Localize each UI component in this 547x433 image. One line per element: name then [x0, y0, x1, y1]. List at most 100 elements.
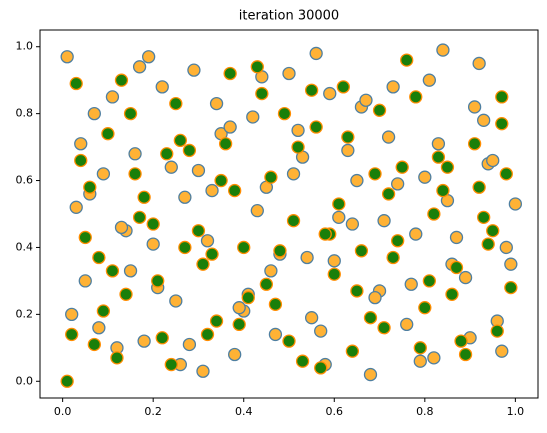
point — [232, 301, 246, 315]
point — [196, 257, 210, 271]
point — [409, 227, 423, 241]
axes-frame — [39, 29, 539, 399]
point — [436, 183, 450, 198]
point — [155, 80, 169, 94]
point — [327, 267, 341, 281]
point — [495, 90, 509, 104]
point — [495, 117, 509, 131]
point — [418, 170, 432, 184]
x-tick-label: 0.0 — [54, 405, 72, 418]
point — [228, 347, 242, 362]
point — [164, 357, 178, 372]
point — [454, 334, 468, 348]
point — [467, 137, 482, 151]
point — [92, 321, 106, 335]
point — [87, 106, 101, 121]
point — [504, 280, 518, 295]
point — [386, 250, 400, 265]
point — [146, 237, 160, 251]
point — [87, 337, 101, 352]
point — [436, 43, 450, 57]
point — [250, 204, 264, 218]
point — [78, 274, 92, 288]
point — [146, 217, 160, 231]
point — [60, 50, 74, 64]
point — [209, 96, 224, 111]
point — [114, 220, 129, 235]
point — [74, 137, 88, 151]
point — [345, 344, 360, 358]
point — [431, 137, 446, 151]
point — [132, 60, 147, 74]
point — [268, 297, 283, 311]
point — [65, 327, 79, 342]
point — [314, 361, 328, 375]
point — [151, 274, 165, 288]
point — [350, 284, 364, 298]
point — [182, 337, 197, 352]
point — [490, 324, 504, 338]
point — [83, 180, 97, 194]
point — [422, 73, 436, 87]
point — [250, 60, 264, 74]
point — [467, 100, 482, 114]
point — [114, 73, 129, 87]
point — [142, 50, 156, 64]
point — [209, 314, 224, 328]
point — [264, 170, 278, 184]
point — [205, 247, 219, 261]
point — [499, 240, 513, 255]
point — [314, 324, 328, 338]
y-tick-label: 0.4 — [16, 240, 34, 253]
point — [223, 66, 237, 81]
point — [119, 287, 133, 301]
point — [228, 183, 242, 198]
point — [309, 46, 323, 61]
point — [182, 143, 197, 158]
point — [246, 110, 260, 124]
point — [164, 160, 178, 174]
point — [336, 80, 350, 94]
point — [78, 230, 92, 245]
point — [377, 214, 391, 228]
x-tick-label: 0.4 — [235, 405, 253, 418]
point — [332, 210, 346, 224]
point — [431, 150, 446, 164]
y-tick-label: 0.8 — [16, 107, 34, 120]
point — [291, 123, 305, 138]
y-tick-label: 0.2 — [16, 307, 34, 320]
point — [92, 250, 106, 265]
point — [74, 153, 88, 168]
y-tick-label: 0.6 — [16, 174, 34, 187]
point — [449, 230, 464, 245]
point — [381, 187, 396, 201]
point — [422, 274, 436, 288]
point — [295, 354, 310, 368]
point — [205, 183, 219, 198]
point — [304, 83, 319, 97]
point — [60, 374, 74, 388]
point — [187, 63, 201, 77]
point — [200, 327, 215, 342]
point — [69, 200, 83, 214]
point — [286, 167, 301, 181]
point — [105, 90, 120, 104]
point — [486, 153, 500, 168]
point — [499, 167, 513, 181]
point — [332, 197, 346, 211]
point — [191, 163, 206, 178]
point — [173, 133, 187, 148]
point — [214, 173, 228, 188]
point — [323, 86, 337, 101]
point — [413, 341, 427, 355]
point — [155, 331, 169, 345]
point — [128, 167, 142, 181]
point — [427, 351, 441, 365]
x-tick-label: 0.6 — [326, 405, 344, 418]
point — [69, 76, 83, 91]
point — [395, 160, 409, 174]
point — [110, 351, 124, 365]
point — [327, 254, 341, 268]
point — [259, 277, 274, 291]
point — [345, 217, 360, 231]
